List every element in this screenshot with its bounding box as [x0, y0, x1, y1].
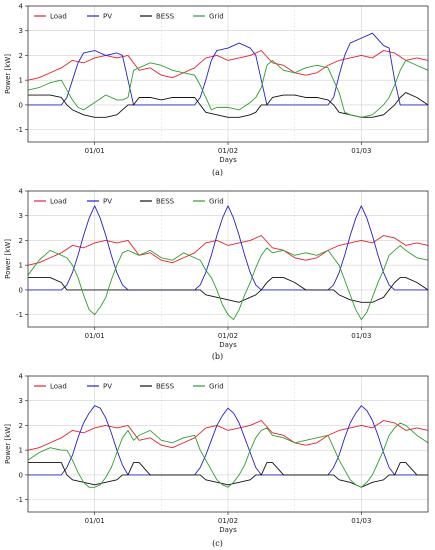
y-tick-label: 2 [19, 422, 23, 430]
x-tick-label: 01/02 [218, 517, 238, 525]
x-axis-label: Days [219, 341, 237, 349]
legend-label-load: Load [50, 383, 67, 391]
series-line-bess [28, 92, 429, 118]
y-axis-label: Power [kW] [4, 424, 12, 464]
x-axis-label: Days [219, 526, 237, 534]
x-tick-label: 01/03 [351, 517, 371, 525]
y-tick-label: 1 [19, 447, 23, 455]
legend-label-bess: BESS [156, 198, 175, 206]
legend-label-bess: BESS [156, 13, 175, 21]
y-tick-label: 3 [19, 212, 23, 220]
x-tick-label: 01/02 [218, 332, 238, 340]
series-line-pv [28, 32, 428, 106]
figure-caption: (b) [212, 352, 223, 361]
y-tick-label: 0 [19, 286, 23, 294]
y-tick-label: -1 [16, 496, 23, 504]
series-line-load [27, 235, 429, 266]
series-line-grid [27, 59, 429, 118]
series-line-load [27, 420, 429, 451]
series-line-bess [28, 277, 429, 303]
legend-label-grid: Grid [209, 13, 224, 21]
legend-label-pv: PV [103, 198, 112, 206]
legend-label-grid: Grid [209, 383, 224, 391]
y-tick-label: 0 [19, 101, 23, 109]
legend-label-pv: PV [103, 383, 112, 391]
y-tick-label: 4 [19, 188, 24, 196]
x-tick-label: 01/01 [85, 147, 105, 155]
y-tick-label: 1 [19, 77, 23, 85]
x-tick-label: 01/03 [351, 147, 371, 155]
y-tick-label: 4 [19, 3, 24, 11]
legend-label-grid: Grid [209, 198, 224, 206]
y-axis-label: Power [kW] [4, 239, 12, 279]
chart-panel-b: -1 0 1 2 3 4 01/01 01/02 01/03 Days Power [kW] Load… [4, 188, 429, 361]
y-tick-label: 0 [19, 471, 23, 479]
chart-panel-a: -1 0 1 2 3 4 01/01 01/02 01/03 Days Power [kW] Load… [4, 3, 429, 177]
series-line-grid [27, 422, 429, 488]
series-line-pv [28, 405, 428, 476]
legend-label-load: Load [50, 13, 67, 21]
chart-panel-c: -1 0 1 2 3 4 01/01 01/02 01/03 Days Power [kW] Load… [4, 373, 429, 548]
y-tick-label: -1 [16, 126, 23, 134]
legend-label-bess: BESS [156, 383, 175, 391]
x-axis-label: Days [219, 156, 237, 164]
y-tick-label: 2 [19, 52, 23, 60]
legend-label-load: Load [50, 198, 67, 206]
legend-label-pv: PV [103, 13, 112, 21]
x-tick-label: 01/03 [351, 332, 371, 340]
y-axis-label: Power [kW] [4, 54, 12, 94]
figure-caption: (a) [212, 168, 223, 177]
x-tick-label: 01/02 [218, 147, 238, 155]
x-tick-label: 01/01 [85, 332, 105, 340]
series-line-bess [28, 462, 428, 488]
y-tick-label: 3 [19, 27, 23, 35]
y-tick-label: 3 [19, 397, 23, 405]
x-tick-label: 01/01 [85, 517, 105, 525]
y-tick-label: 2 [19, 237, 23, 245]
series-line-pv [28, 205, 428, 291]
figure-caption: (c) [212, 539, 223, 548]
series-line-load [27, 50, 429, 81]
y-tick-label: 4 [19, 373, 24, 381]
y-tick-label: -1 [16, 311, 23, 319]
series-line-grid [27, 244, 429, 321]
y-tick-label: 1 [19, 262, 23, 270]
